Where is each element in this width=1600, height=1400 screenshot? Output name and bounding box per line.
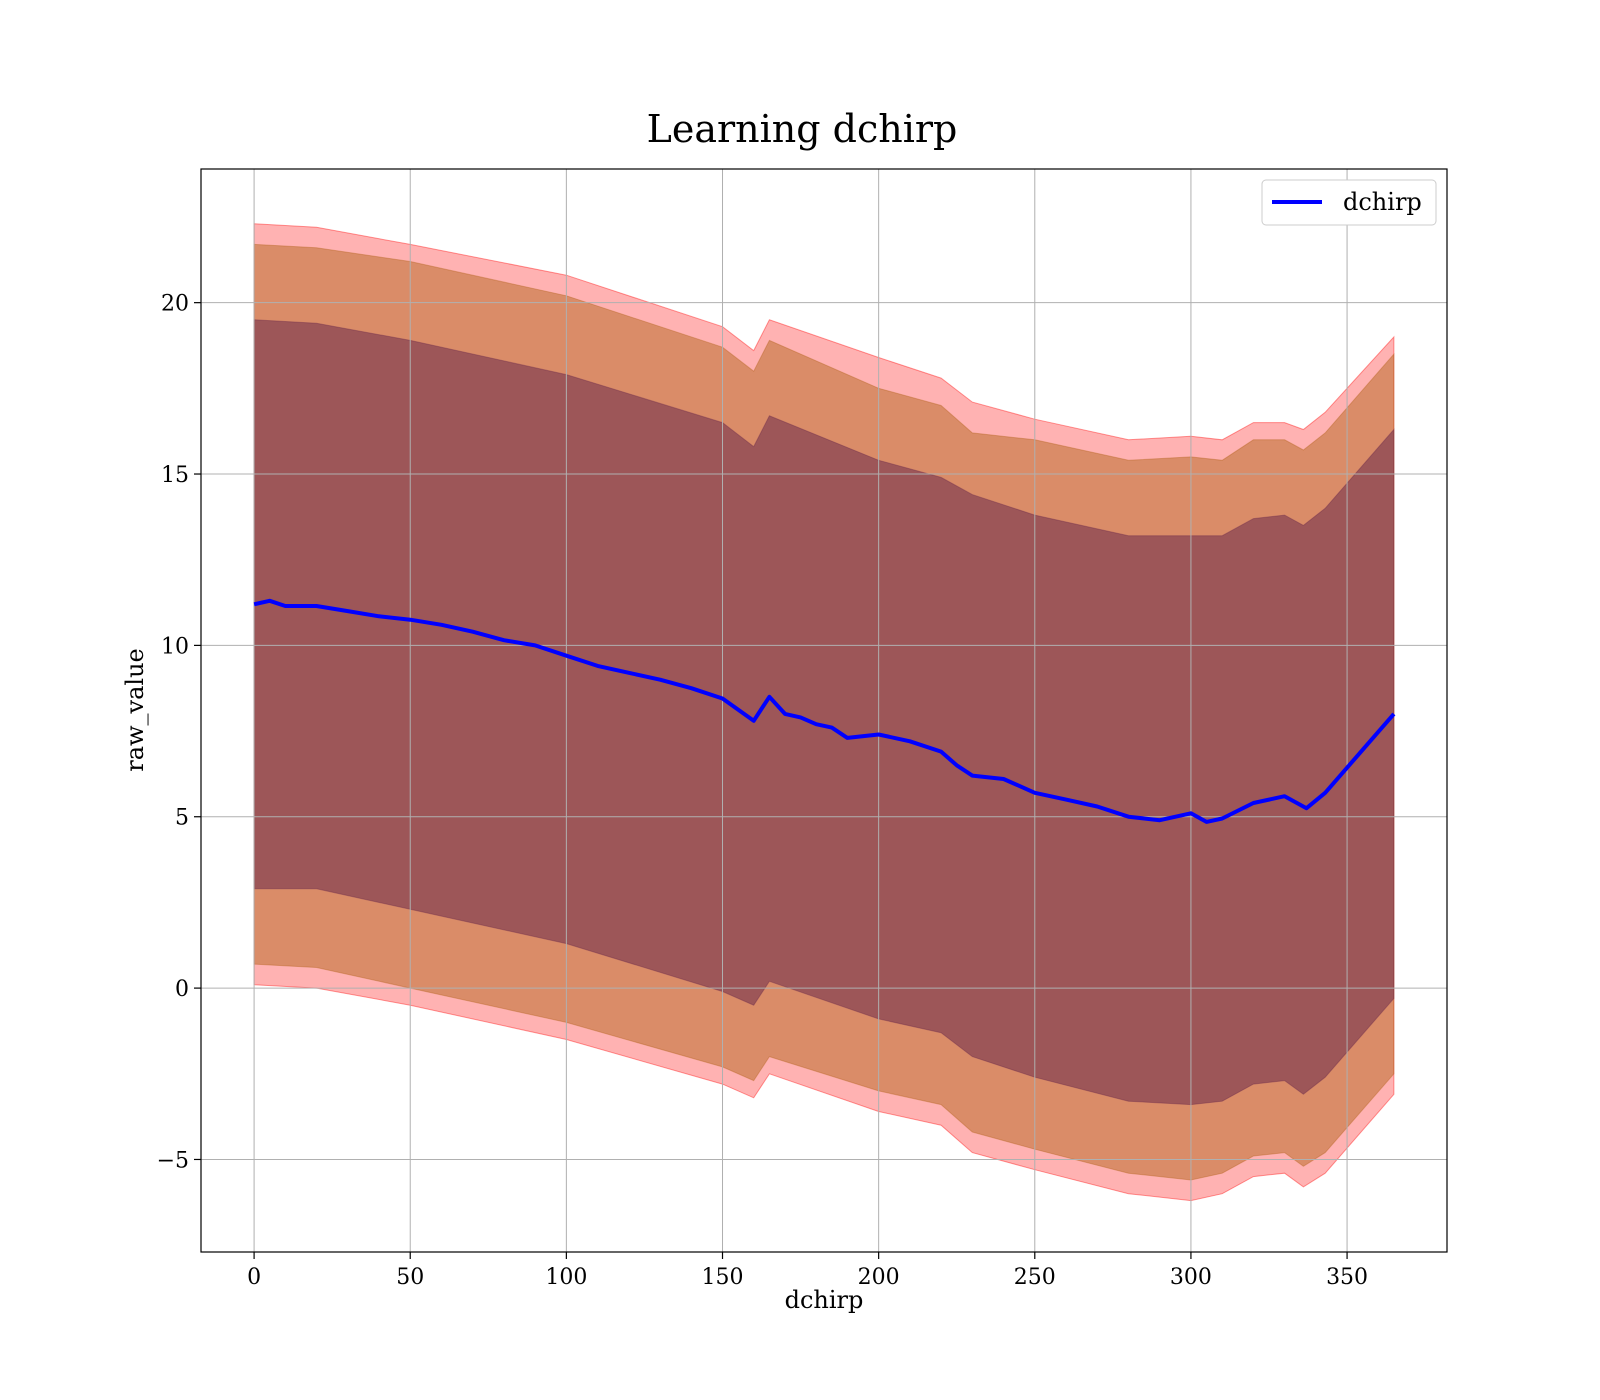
series-lines xyxy=(253,598,1396,824)
y-tick-label: 10 xyxy=(161,634,189,659)
y-tick-label: 0 xyxy=(175,977,189,1002)
legend-label-dchirp: dchirp xyxy=(1343,188,1422,216)
x-tick-label: 150 xyxy=(702,1265,744,1290)
x-tick-label: 250 xyxy=(1014,1265,1056,1290)
x-axis-label: dchirp xyxy=(785,1286,864,1314)
band-inner xyxy=(253,319,1395,1106)
x-axis-ticks: 0 50 100 150 200 250 300 350 xyxy=(247,1252,1368,1290)
x-tick-label: 300 xyxy=(1170,1265,1212,1290)
grid-lines xyxy=(201,169,1447,1252)
chart-title: Learning dchirp xyxy=(647,107,958,151)
legend-box xyxy=(1261,179,1437,226)
x-tick-label: 350 xyxy=(1326,1265,1368,1290)
y-tick-label: 5 xyxy=(175,806,189,831)
x-tick-label: 200 xyxy=(858,1265,900,1290)
series-line-dchirp xyxy=(253,598,1396,824)
x-tick-label: 50 xyxy=(396,1265,424,1290)
confidence-bands xyxy=(253,223,1395,1202)
legend: dchirp xyxy=(1261,179,1437,226)
y-axis-ticks: −5 0 5 10 15 20 xyxy=(157,292,201,1173)
y-tick-label: 15 xyxy=(161,463,189,488)
y-axis-label: raw_value xyxy=(121,648,149,772)
plot-area-frame xyxy=(200,168,1448,1253)
y-tick-label: −5 xyxy=(157,1148,189,1173)
x-tick-label: 100 xyxy=(545,1265,587,1290)
x-tick-label: 0 xyxy=(247,1265,261,1290)
y-tick-label: 20 xyxy=(161,292,189,317)
